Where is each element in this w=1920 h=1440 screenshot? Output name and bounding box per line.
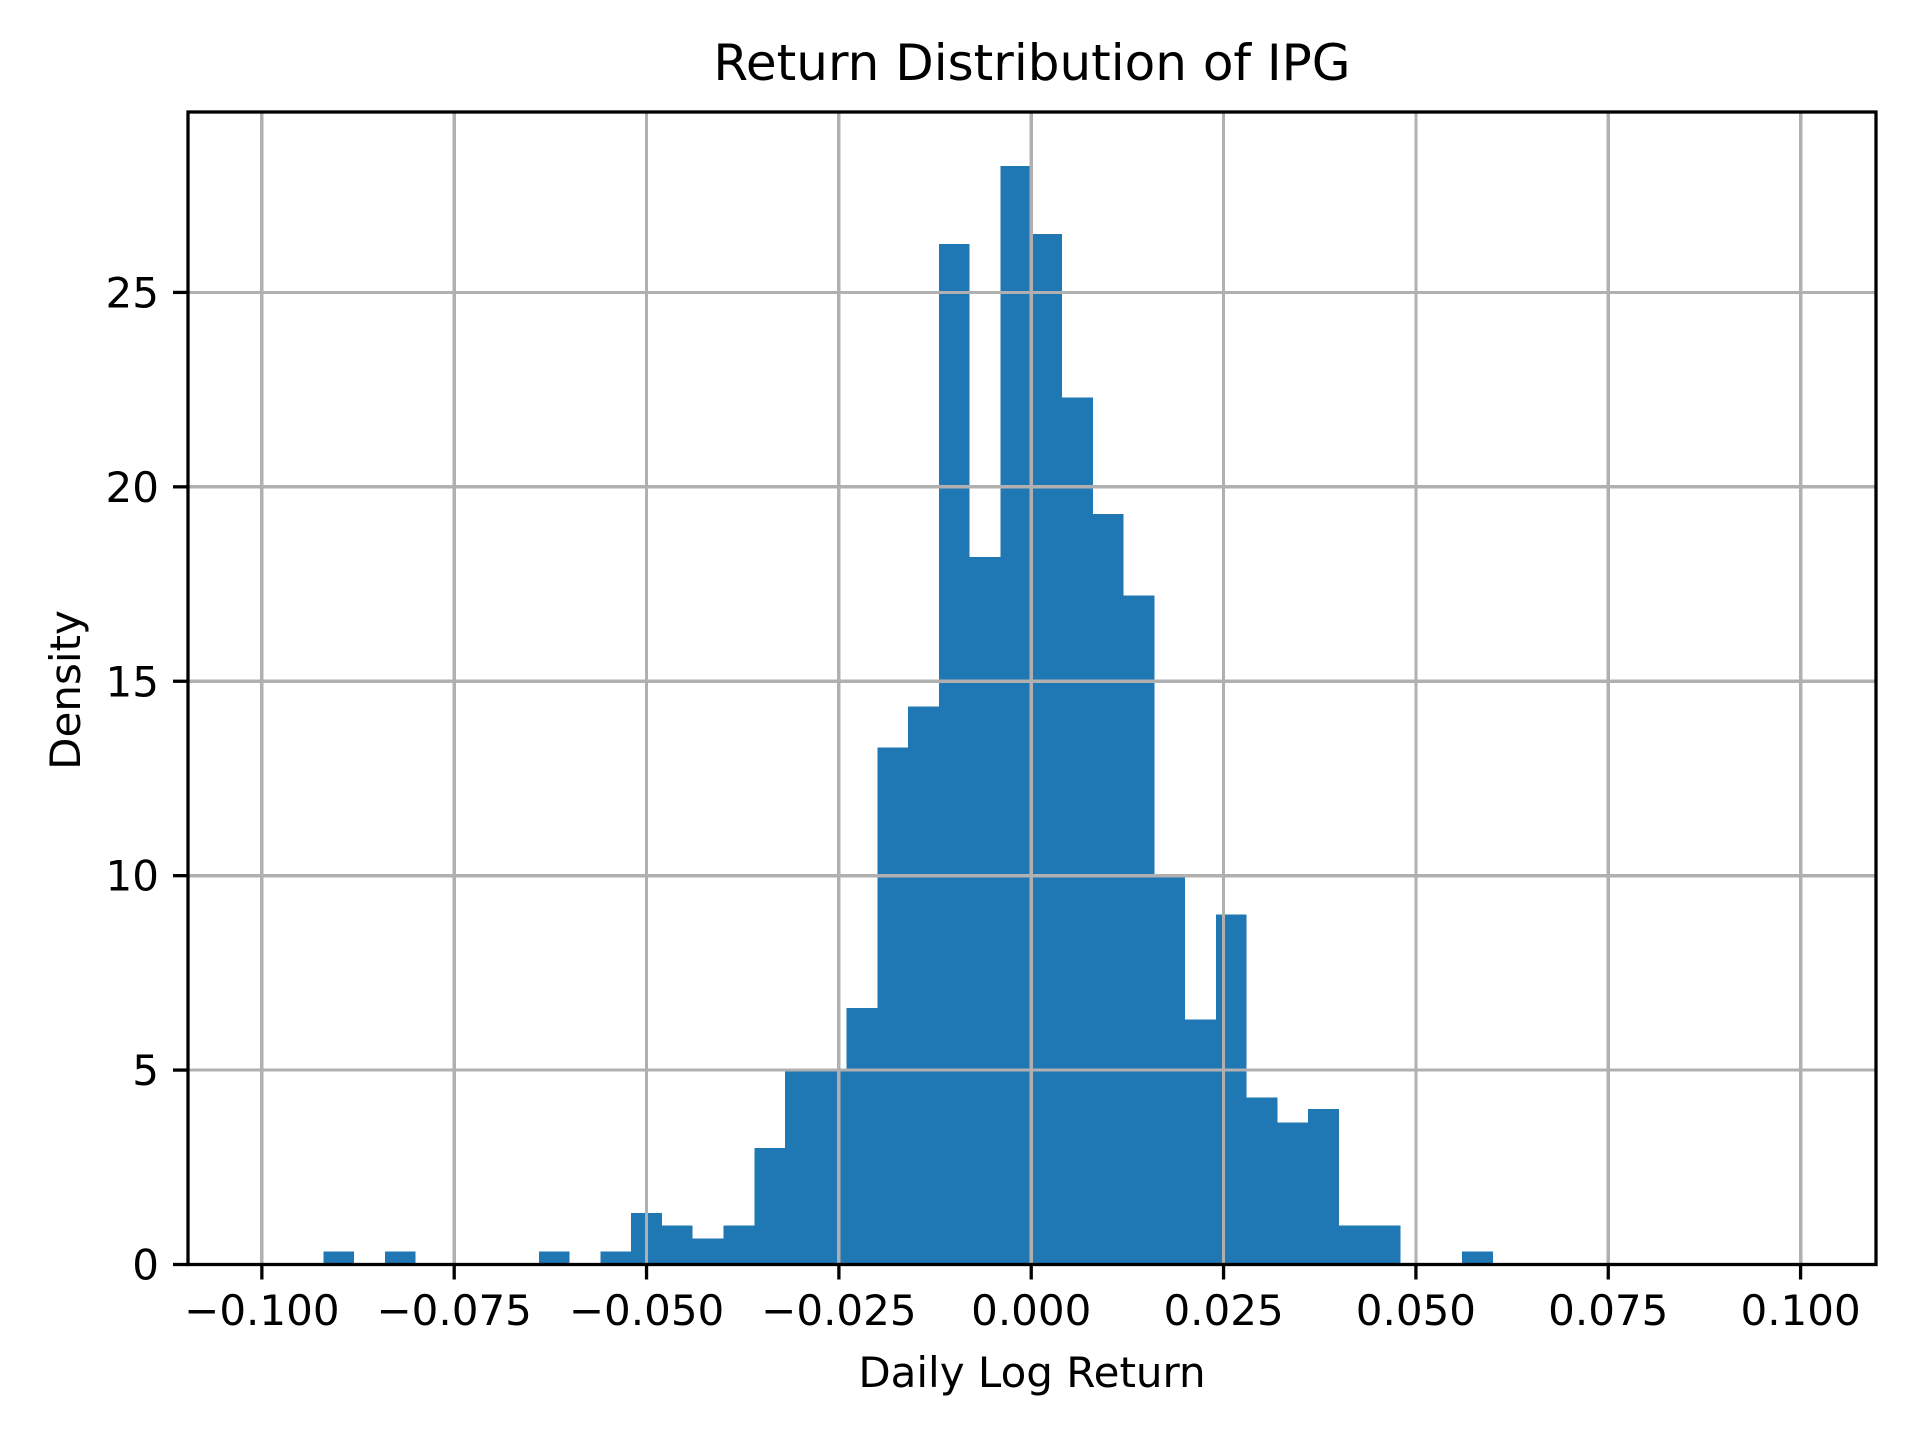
histogram-bar [785,1070,816,1265]
x-tick-label: 0.000 [971,1286,1091,1335]
x-tick-label: 0.050 [1356,1286,1476,1335]
histogram-bar [815,1070,847,1265]
histogram-bar [1338,1225,1370,1265]
x-tick-label: 0.100 [1740,1286,1860,1335]
y-tick-label: 0 [132,1241,159,1290]
x-tick-label: 0.025 [1163,1286,1283,1335]
x-tick-label: −0.050 [569,1286,724,1335]
x-tick-label: −0.100 [184,1286,339,1335]
y-tick-label: 20 [106,463,159,512]
histogram-bar [1308,1108,1339,1265]
histogram-bar [661,1225,693,1265]
histogram-bar [723,1225,755,1265]
histogram-bar [846,1007,878,1265]
chart-title: Return Distribution of IPG [713,34,1351,92]
histogram-bar [1123,595,1155,1265]
histogram-bar [1215,914,1247,1265]
y-tick-label: 10 [106,852,159,901]
histogram-bar [538,1251,570,1265]
x-tick-label: 0.075 [1548,1286,1668,1335]
x-tick-label: −0.025 [761,1286,916,1335]
histogram-bar [1246,1097,1278,1265]
x-tick-label: −0.075 [376,1286,531,1335]
histogram-bar [600,1251,632,1265]
histogram-bar [1462,1251,1493,1265]
y-axis-label: Density [41,610,90,770]
histogram-bar [323,1251,355,1265]
histogram-bar [692,1238,724,1265]
tick-marks [173,290,1803,1280]
x-axis-label: Daily Log Return [858,1348,1206,1397]
histogram-bar [1277,1122,1309,1265]
tick-labels: −0.100 −0.075 −0.050 −0.025 0.000 0.025 0.050 0… [106,268,1861,1335]
histogram-bar [908,706,939,1265]
y-tick-label: 5 [132,1046,159,1095]
grid-group [188,112,1876,1267]
histogram-bar [1185,1019,1216,1265]
histogram-bar [1092,514,1124,1265]
histogram-bar [384,1251,416,1265]
histogram-bar [938,243,970,1265]
bars-group [323,166,1493,1265]
histogram-bar [877,747,909,1265]
y-tick-label: 25 [106,268,159,317]
histogram-bar [754,1147,786,1265]
histogram-bar [969,556,1001,1265]
histogram-bar [1000,166,1032,1265]
histogram-bar [1031,234,1062,1265]
y-tick-label: 15 [106,657,159,706]
histogram-bar [1369,1225,1401,1265]
histogram-bar [1062,397,1093,1265]
